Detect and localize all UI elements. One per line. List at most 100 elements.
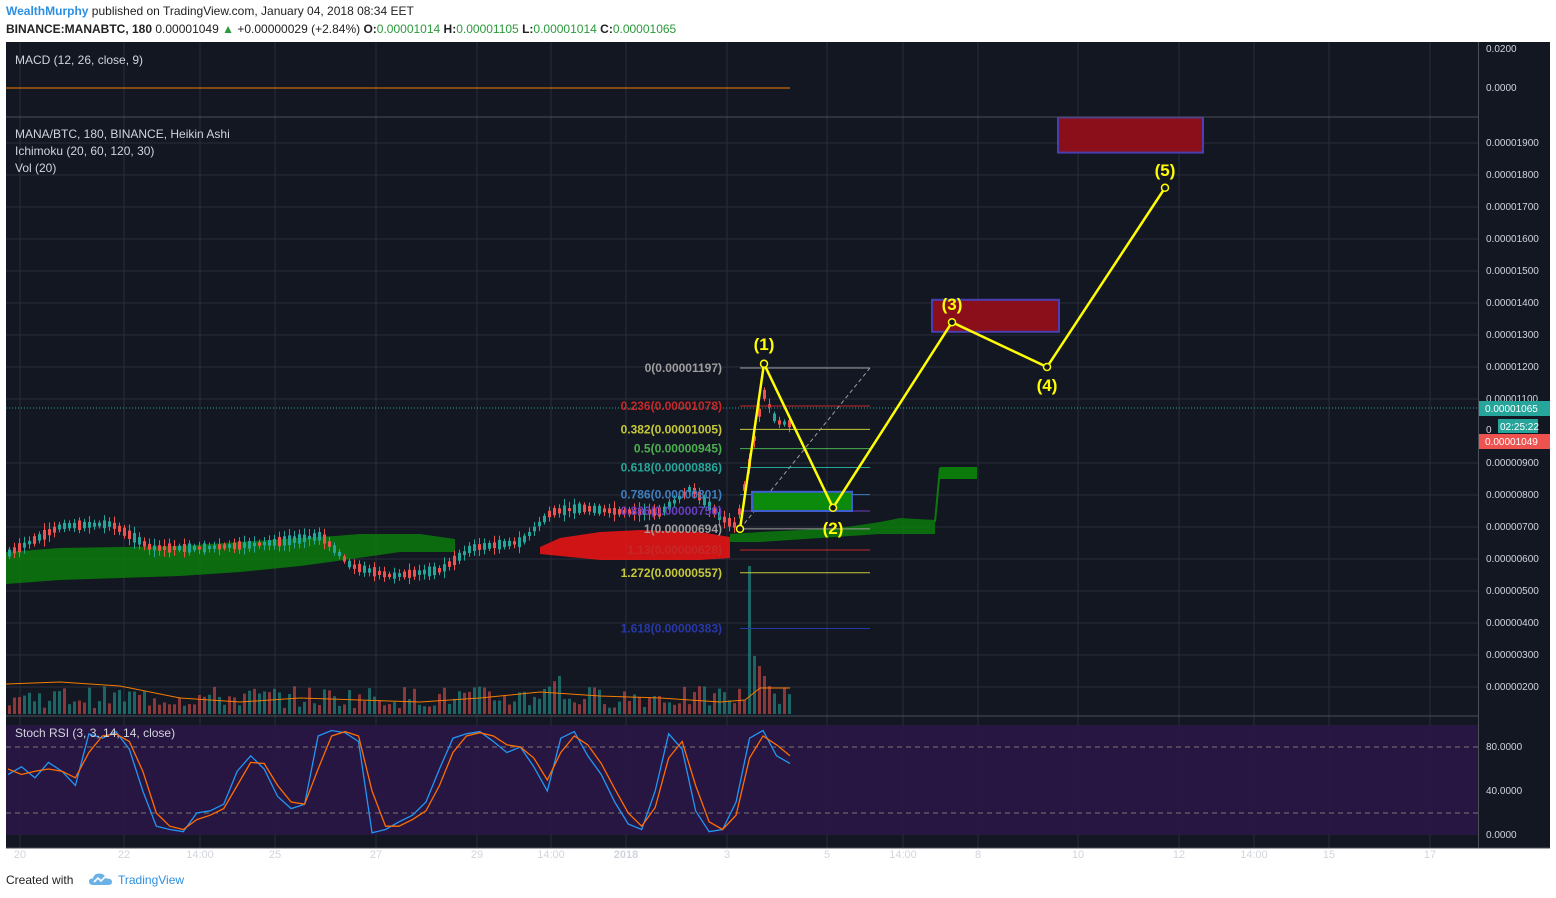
candle-body	[243, 542, 246, 548]
candle-body	[93, 522, 96, 527]
wave-point[interactable]	[828, 503, 838, 513]
candle-body	[138, 537, 141, 545]
volume-bar	[153, 698, 156, 714]
last-price: 0.00001049	[155, 22, 219, 36]
candle-body	[673, 499, 676, 504]
volume-bar	[688, 704, 691, 714]
candle-body	[303, 534, 306, 542]
volume-bar	[258, 693, 261, 714]
price-tick-label: 0.00000400	[1486, 618, 1539, 629]
candle-body	[58, 524, 61, 530]
fib-level-label: 0(0.00001197)	[645, 361, 722, 375]
volume-bar	[628, 701, 631, 714]
volume-bar	[73, 701, 76, 714]
tradingview-cloud-icon[interactable]	[88, 871, 114, 887]
time-tick-label: 29	[471, 849, 483, 861]
high-label: H:	[443, 22, 457, 36]
time-tick-label: 17	[1424, 849, 1436, 861]
time-tick-label: 14:00	[186, 849, 214, 861]
publish-line: WealthMurphy published on TradingView.co…	[6, 4, 414, 18]
wave-point[interactable]	[1160, 183, 1170, 193]
price-change: +0.00000029 (+2.84%)	[237, 22, 361, 36]
volume-bar	[708, 705, 711, 714]
tradingview-link[interactable]: TradingView	[118, 873, 185, 887]
fib-level-label: 0.618(0.00000886)	[621, 460, 722, 474]
volume-bar	[683, 686, 686, 714]
candle-body	[28, 540, 31, 545]
candle-body	[758, 408, 761, 417]
wave-label: (1)	[754, 335, 775, 354]
time-tick-label: 14:00	[889, 849, 917, 861]
candle-body	[628, 509, 631, 515]
candle-body	[508, 540, 511, 547]
elliott-wave[interactable]: (1) (2) (3) (4) (5)	[735, 161, 1176, 538]
volume-bar	[698, 686, 701, 714]
volume-bar	[758, 666, 761, 714]
volume-bar	[438, 693, 441, 714]
volume-bar	[223, 704, 226, 714]
candle-body	[483, 543, 486, 550]
wave-path[interactable]	[738, 187, 1167, 530]
candle-body	[313, 533, 316, 541]
wave-point[interactable]	[735, 524, 745, 534]
volume-bar	[478, 686, 481, 714]
candle-body	[118, 525, 121, 532]
candle-body	[158, 545, 161, 551]
candle-body	[638, 508, 641, 516]
candle-body	[358, 563, 361, 573]
candle-body	[8, 549, 11, 557]
price-axis[interactable]: 0.00000200 0.00000300 0.00000400 0.00000500…	[1486, 138, 1539, 693]
volume-bar	[728, 700, 731, 714]
wave-point[interactable]	[759, 359, 769, 369]
time-axis[interactable]: 20 22 14:00 25 27 29 14:00 2018 3 5 14:00 8 10 12 14:0…	[14, 849, 1436, 861]
candle-body	[128, 530, 131, 539]
fib-level-label: 0.786(0.00000801)	[621, 488, 722, 502]
volume-bar	[538, 698, 541, 714]
target-zone[interactable]	[1057, 116, 1204, 154]
candle-body	[498, 539, 501, 550]
candle-body	[193, 545, 196, 551]
volume-bar	[148, 705, 151, 714]
candle-body	[728, 517, 731, 527]
plot-background	[6, 42, 1478, 848]
wave-label: (2)	[823, 519, 844, 538]
candle-body	[408, 569, 411, 578]
volume-ma-line	[5, 681, 790, 703]
wave-point[interactable]	[947, 317, 957, 327]
candle-body	[133, 533, 136, 543]
volume-bar	[663, 702, 666, 714]
candle-body	[603, 508, 606, 513]
candle-body	[568, 508, 571, 512]
candle-body	[68, 523, 71, 529]
cloud-green-segment	[6, 534, 455, 584]
chart-canvas[interactable]: 0(0.00001197) 0.236(0.00001078) 0.382(0.00…	[0, 42, 1556, 864]
wave-label: (3)	[942, 295, 963, 314]
volume-bar	[623, 691, 626, 714]
candle-body	[73, 522, 76, 529]
target-zone[interactable]	[931, 298, 1060, 333]
price-tick-label: 0.00000600	[1486, 554, 1539, 565]
candle-body	[333, 545, 336, 553]
candle-body	[153, 545, 156, 551]
candle-body	[738, 508, 741, 515]
volume-bar	[738, 688, 741, 714]
volume-bar	[653, 696, 656, 714]
candle-body	[83, 521, 86, 529]
volume-bar	[48, 700, 51, 714]
candle-body	[608, 508, 611, 514]
volume-bar	[468, 691, 471, 714]
volume-bar	[718, 688, 721, 714]
ichimoku-cloud	[6, 467, 977, 584]
volume-bar	[183, 705, 186, 714]
candle-body	[268, 540, 271, 546]
time-tick-label: 22	[118, 849, 130, 861]
candle-body	[343, 556, 346, 562]
author-link[interactable]: WealthMurphy	[6, 4, 89, 18]
volume-bar	[733, 703, 736, 714]
volume-bar	[143, 690, 146, 714]
volume-bar	[233, 697, 236, 714]
wave-point[interactable]	[1042, 362, 1052, 372]
candle-body	[633, 509, 636, 515]
volume-bar	[393, 702, 396, 714]
fibonacci-retracement[interactable]: 0(0.00001197) 0.236(0.00001078) 0.382(0.00…	[621, 361, 871, 635]
